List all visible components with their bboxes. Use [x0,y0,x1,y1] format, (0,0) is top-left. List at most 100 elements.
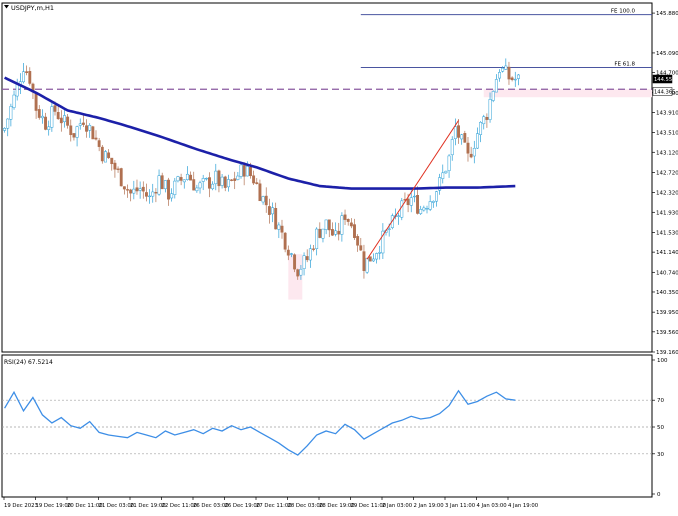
candle-body [69,125,73,136]
candle-body [85,125,88,132]
candle-body [47,126,51,130]
candle-body [97,140,101,147]
trend-line[interactable] [366,120,459,260]
candle-body [419,209,423,214]
candle-body [72,133,76,138]
candle-body [381,230,385,254]
candle-body [192,179,196,191]
price-tick-label: 139.950 [656,310,678,316]
candle-body [400,200,404,218]
candle-body [482,116,486,125]
price-tick-label: 145.090 [656,51,678,57]
candle-body [208,177,211,189]
candle-body [327,219,331,231]
candle-body [516,74,520,79]
candle-body [66,116,70,126]
price-tick-label: 143.910 [656,110,678,116]
price-tick-label: 142.320 [656,191,678,197]
candle-body [173,180,177,195]
candle-body [198,182,202,189]
candle-body [479,122,483,135]
candle-body [498,72,501,79]
candle-body [472,147,476,157]
time-tick-label: 19 Dec 19:00 [36,503,72,509]
candle-body [444,170,448,174]
candle-body [88,124,92,131]
candle-body [63,115,66,123]
candle-body [154,192,158,194]
time-tick-label: 19 Dec 2023 [4,503,38,509]
candle-body [435,191,438,202]
candle-body [438,177,442,191]
candle-body [387,228,391,230]
candle-body [324,219,328,230]
highlight-zone-rect [288,254,303,300]
candle-body [378,252,382,254]
time-tick-label: 28 Dec 19:00 [319,503,355,509]
trend-line-segment[interactable] [366,120,459,260]
candle-body [267,206,271,215]
time-tick-label: 27 Dec 11:00 [256,503,292,509]
candle-body [110,157,114,165]
candle-body [261,196,265,203]
price-tick-label: 141.140 [656,250,678,256]
candle-body [129,189,133,194]
candle-body [94,137,98,140]
candle-body [170,193,174,199]
candle-body [308,248,312,261]
candle-body [507,66,511,80]
candle-body [406,198,410,206]
candle-body [91,126,95,140]
candlestick-series [3,58,520,280]
candle-body [59,117,63,124]
candle-body [371,258,375,262]
fib-level-label: FE 100.0 [611,9,636,15]
candle-body [249,167,252,177]
candle-body [463,133,467,143]
candle-body [214,170,218,185]
candle-body [179,177,183,181]
time-tick-label: 21 Dec 19:00 [130,503,166,509]
candle-body [78,123,82,126]
candle-body [182,179,186,183]
candle-body [485,117,489,120]
candle-body [252,175,256,184]
rsi-line [4,389,516,456]
price-tick-label: 144.700 [656,71,678,77]
candle-body [299,268,303,276]
candle-body [368,256,372,262]
candle-body [126,189,129,191]
price-badge [652,87,673,96]
time-tick-label: 3 Jan 11:00 [445,503,476,509]
candle-body [56,112,60,120]
candle-body [340,215,344,235]
time-tick-label: 22 Dec 11:00 [162,503,198,509]
candle-body [501,67,505,72]
candle-body [504,65,508,70]
candle-body [167,179,170,200]
candle-body [488,99,492,120]
candle-body [318,228,322,238]
price-badge-label: 144.365 [654,89,675,95]
candle-body [312,248,315,250]
candle-body [359,245,363,251]
candle-body [447,155,451,171]
price-tick-label: 140.740 [656,270,678,276]
candle-body [362,251,366,271]
candle-body [53,105,57,112]
time-tick-label: 21 Dec 03:00 [99,503,135,509]
candle-body [40,115,44,119]
moving-average [4,76,516,190]
time-tick-label: 28 Dec 03:00 [288,503,324,509]
candle-body [141,186,145,192]
candle-body [211,183,215,190]
price-badge [652,74,673,84]
candle-body [469,153,473,158]
candle-body [428,201,432,210]
candle-body [75,126,79,138]
candle-body [457,125,460,138]
candle-body [28,71,32,84]
collapse-arrow-icon[interactable] [4,5,9,9]
